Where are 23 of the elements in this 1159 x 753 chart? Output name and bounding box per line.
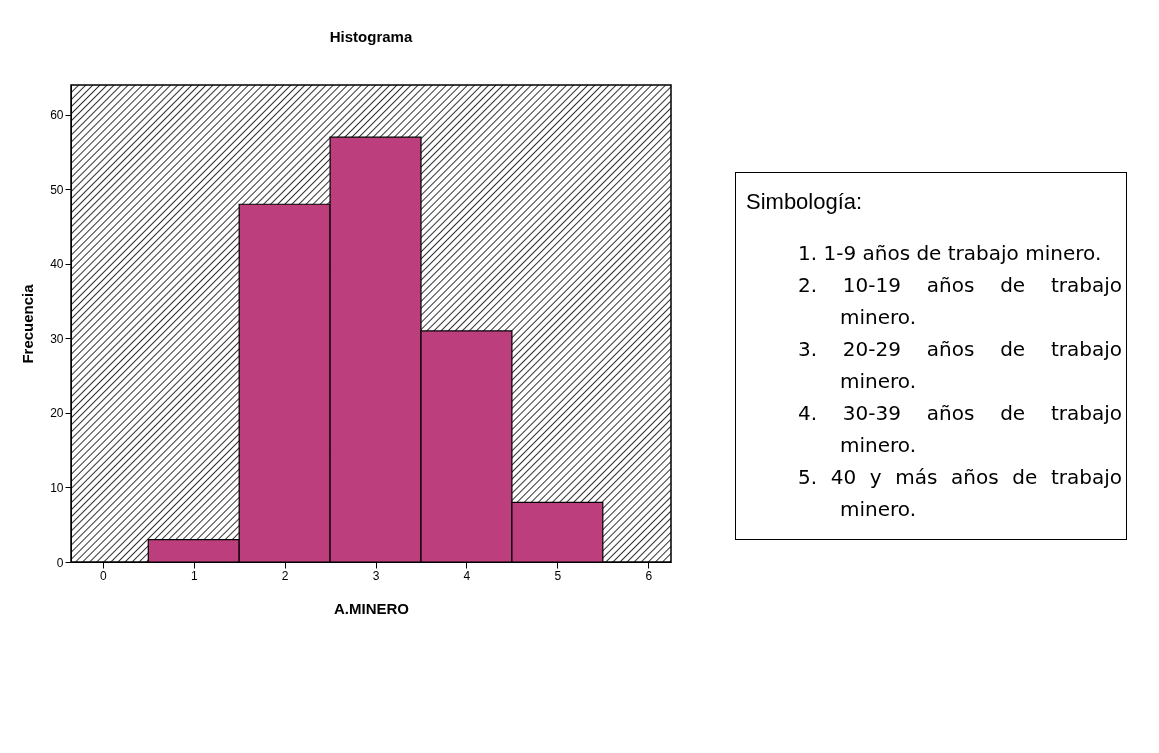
text: 1. 1-9 años de trabajo minero. — [798, 240, 1103, 267]
x-tick-label: 2 — [281, 568, 289, 583]
x-tick-label: 1 — [190, 568, 198, 583]
y-tick-label: 0 — [56, 555, 64, 570]
y-axis-title: Frecuencia — [19, 283, 37, 364]
y-tick-label: 30 — [50, 331, 64, 346]
text: Simbología: — [746, 189, 864, 215]
x-axis-title: A.MINERO — [334, 599, 410, 617]
text: 5. 40 y más años de trabajo minero. — [798, 464, 1122, 523]
text: 3. 20-29 años de trabajo minero. — [798, 336, 1122, 395]
y-tick-label: 10 — [50, 480, 64, 495]
x-tick-label: 6 — [645, 568, 653, 583]
y-tick-label: 40 — [50, 257, 64, 272]
text: 2. 10-19 años de trabajo minero. — [798, 272, 1122, 331]
x-tick-label: 5 — [554, 568, 562, 583]
x-tick-label: 4 — [463, 568, 471, 583]
chart-title: Histograma — [329, 28, 413, 45]
y-tick-label: 20 — [50, 406, 64, 421]
x-tick-label: 0 — [99, 568, 107, 583]
y-tick-label: 60 — [50, 108, 64, 123]
x-tick-label: 3 — [372, 568, 380, 583]
text: 4. 30-39 años de trabajo minero. — [798, 400, 1122, 459]
y-tick-label: 50 — [50, 182, 64, 197]
